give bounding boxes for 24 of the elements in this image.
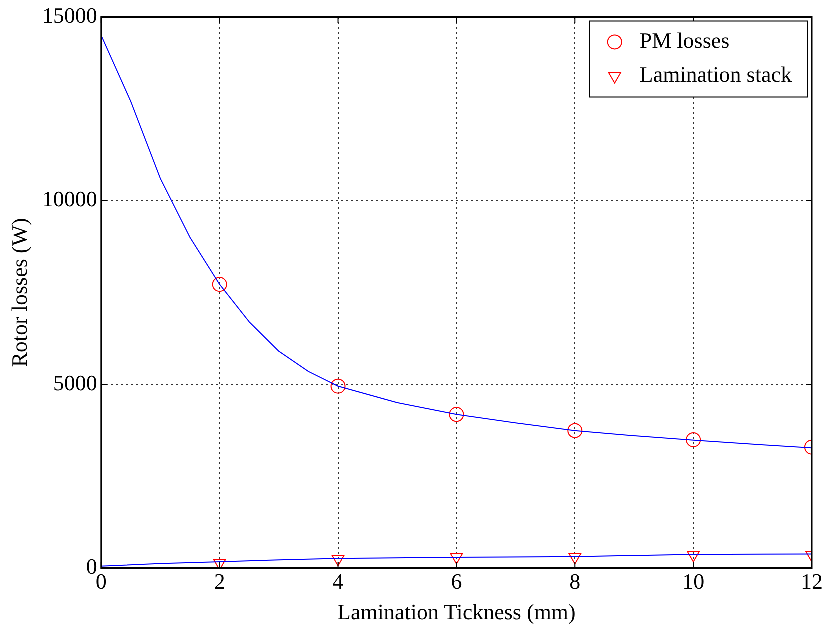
point bbox=[450, 553, 464, 565]
x-axis-title: Lamination Tickness (mm) bbox=[338, 600, 576, 625]
point bbox=[687, 550, 700, 562]
point bbox=[212, 277, 228, 292]
y-tick-label: 10000 bbox=[42, 186, 98, 212]
point bbox=[332, 555, 345, 567]
y-axis-title: Rotor losses (W) bbox=[6, 218, 32, 368]
y-tick-label: 5000 bbox=[53, 370, 98, 396]
x-tick-label: 4 bbox=[332, 569, 344, 594]
point bbox=[449, 407, 464, 422]
legend-label: PM losses bbox=[640, 28, 730, 53]
y-tick-label: 0 bbox=[86, 554, 98, 579]
x-tick-label: 10 bbox=[682, 569, 705, 594]
x-tick-label: 6 bbox=[451, 569, 462, 594]
point bbox=[213, 559, 226, 568]
point bbox=[330, 378, 346, 394]
x-tick-label: 8 bbox=[570, 569, 581, 594]
x-tick-label: 2 bbox=[214, 569, 226, 594]
point bbox=[686, 432, 702, 448]
legend-label: Lamination stack bbox=[640, 62, 792, 87]
y-tick-label: 15000 bbox=[42, 2, 98, 28]
point bbox=[568, 553, 582, 565]
x-tick-label: 12 bbox=[801, 569, 823, 594]
point bbox=[568, 423, 583, 438]
